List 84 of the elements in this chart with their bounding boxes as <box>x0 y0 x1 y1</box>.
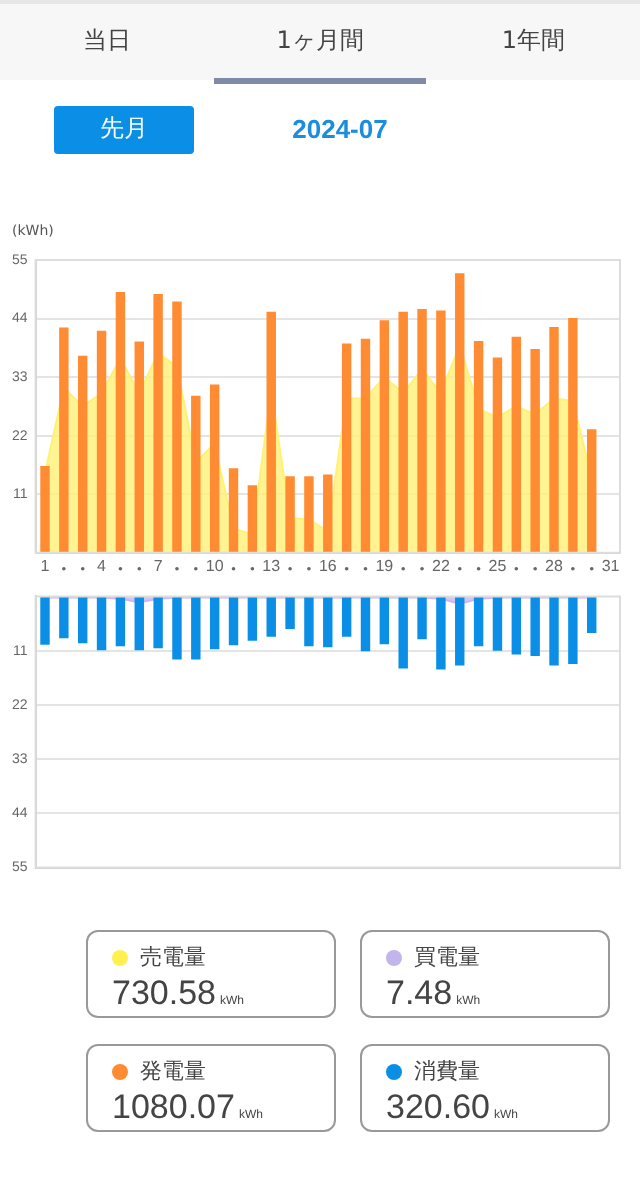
bar <box>549 327 559 553</box>
bar <box>134 596 144 651</box>
legend-label: 発電量 <box>140 1056 206 1086</box>
x-tick-label: 22 <box>431 556 451 575</box>
legend-label: 消費量 <box>414 1056 480 1086</box>
data-label: 730.58 <box>112 974 216 1012</box>
bar <box>323 596 333 648</box>
bar <box>285 596 295 629</box>
bar <box>587 596 597 633</box>
bar <box>40 466 50 553</box>
bar <box>59 596 69 639</box>
bar <box>209 384 220 553</box>
bar <box>473 596 484 647</box>
bar <box>417 596 427 640</box>
x-tick-label: 25 <box>488 556 508 575</box>
bar <box>77 355 88 553</box>
bar <box>304 596 314 647</box>
chart-title: 2024-07 <box>290 114 390 144</box>
bar <box>379 320 390 553</box>
data-label: 320.60 <box>386 1088 490 1126</box>
text: 先月 <box>54 106 194 154</box>
bar <box>191 596 201 660</box>
bar <box>96 596 107 651</box>
bar <box>228 468 239 553</box>
bar <box>77 596 88 644</box>
bar <box>398 311 408 553</box>
bar <box>360 596 371 652</box>
bar <box>511 596 522 655</box>
bar <box>115 596 126 647</box>
bar <box>436 310 446 553</box>
x-tick-label: 31 <box>601 556 621 575</box>
bar <box>304 476 314 553</box>
x-tick-label: 7 <box>153 556 164 575</box>
bar <box>40 596 50 645</box>
bar <box>59 327 69 553</box>
bar <box>247 485 258 553</box>
bar <box>492 357 503 553</box>
bar <box>473 340 484 553</box>
bar <box>417 308 427 553</box>
bar <box>511 336 522 553</box>
bar <box>341 596 352 637</box>
bar <box>266 311 276 553</box>
bar <box>209 596 220 650</box>
bar <box>530 596 540 657</box>
category-label: 1年間 <box>499 24 567 58</box>
bar <box>549 596 559 666</box>
bar <box>323 474 333 553</box>
x-tick-label: 16 <box>318 556 338 575</box>
bar <box>530 348 540 553</box>
bar <box>134 341 144 553</box>
bar <box>153 596 163 649</box>
bar <box>266 596 276 637</box>
x-tick-label: 13 <box>262 556 282 575</box>
bar <box>360 338 371 553</box>
category-label: 当日 <box>80 24 133 58</box>
bar <box>172 596 182 660</box>
x-tick-label: 19 <box>375 556 395 575</box>
legend-label: 買電量 <box>414 942 480 972</box>
bar <box>568 318 578 553</box>
bar <box>247 596 258 641</box>
data-label: 1080.07 <box>112 1088 235 1126</box>
legend-label: 売電量 <box>140 942 206 972</box>
bar <box>191 395 201 553</box>
bar <box>455 273 465 553</box>
bar <box>379 596 390 645</box>
x-tick-label: 4 <box>97 556 108 575</box>
bar <box>568 596 578 664</box>
x-tick-label: 10 <box>205 556 225 575</box>
x-tick-label: 28 <box>545 556 565 575</box>
category-label: 1ヶ月間 <box>274 24 366 58</box>
bar <box>96 330 107 553</box>
bar <box>455 596 465 666</box>
bar <box>115 291 126 553</box>
bar <box>341 343 352 553</box>
x-tick-label: 1 <box>40 556 51 575</box>
bar <box>436 596 446 670</box>
bar <box>587 429 597 553</box>
bar <box>153 294 163 553</box>
bar <box>285 476 295 553</box>
bar <box>492 596 503 651</box>
bar <box>398 596 408 669</box>
bar <box>172 301 182 553</box>
data-label: 7.48 <box>386 974 453 1012</box>
bar <box>228 596 239 646</box>
